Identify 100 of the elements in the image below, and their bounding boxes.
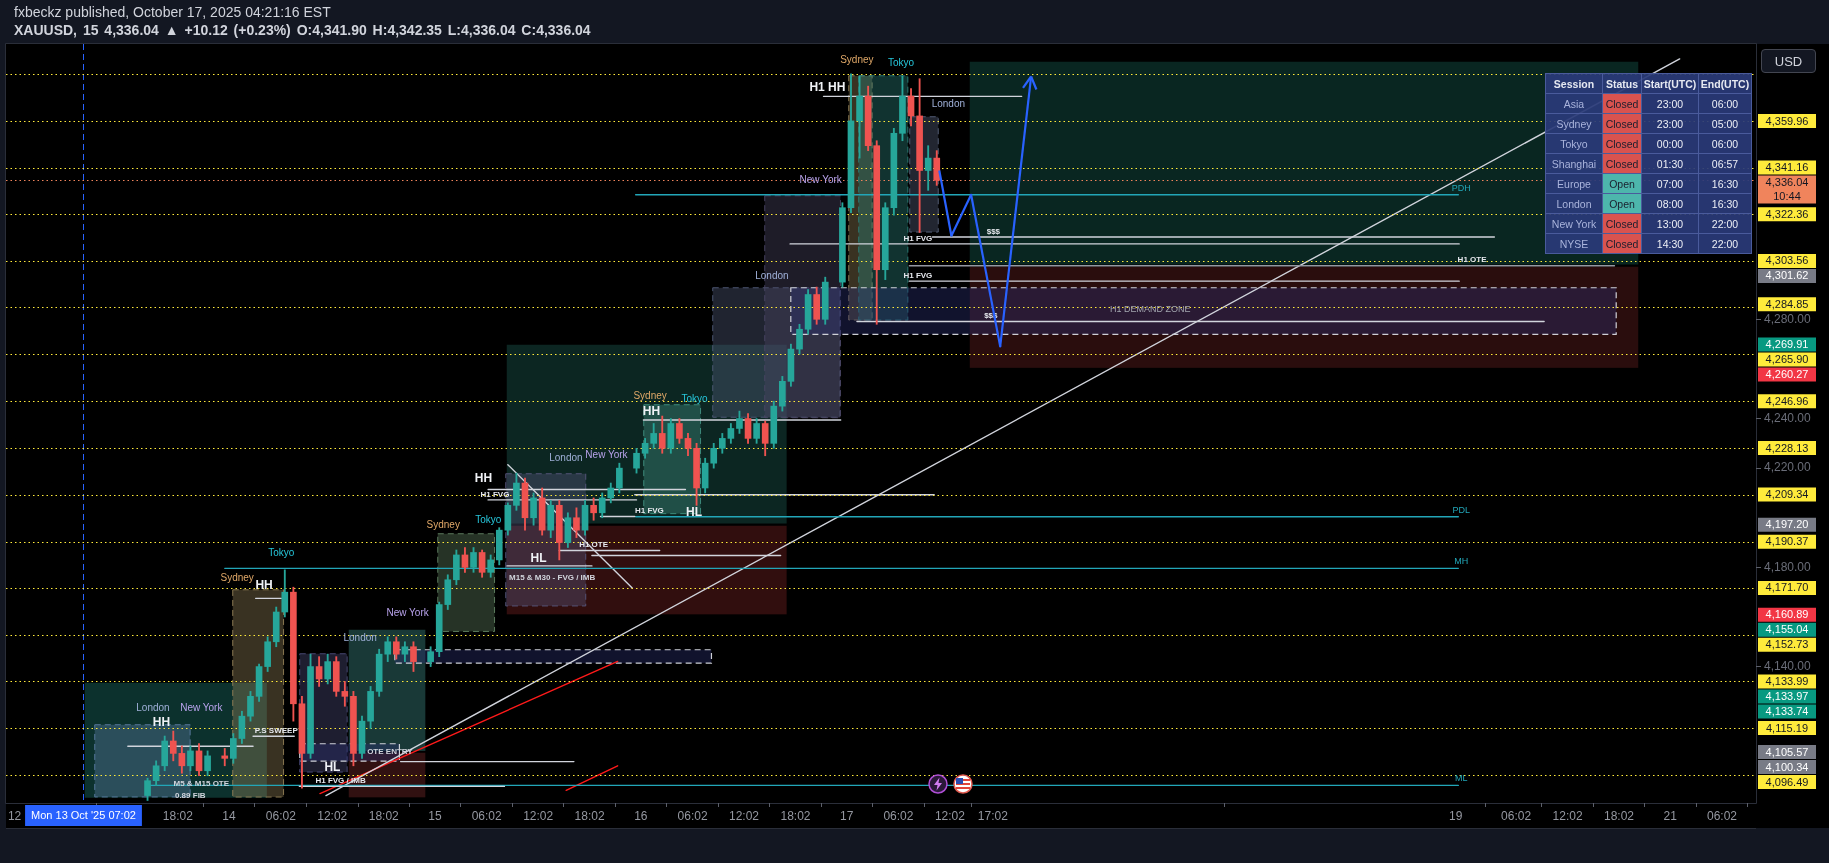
annotation: Tokyo (268, 546, 295, 558)
x-tick-label: 06:02 (471, 808, 503, 823)
x-tick-label: 06:02 (883, 808, 914, 823)
text: 07:00 (1656, 177, 1684, 190)
ref-line-label: 4,171.70 (1765, 581, 1809, 594)
y-tick-label: 4,140.00 (1764, 658, 1812, 673)
annotation: HH (642, 403, 661, 418)
text: 4,301.62 (1765, 269, 1809, 282)
x-tick-label: 16 (634, 808, 648, 823)
chart-title: fxbeckz published, October 17, 2025 04:21:16 EST (14, 4, 331, 20)
text: 4,133.97 (1765, 690, 1809, 703)
annotation: New York (799, 174, 843, 186)
annotation: Sydney (633, 390, 667, 402)
annotation: Sydney (840, 54, 874, 66)
annotation: H1 HH (809, 79, 846, 94)
text: Closed (1605, 97, 1639, 110)
text: 16:30 (1711, 177, 1739, 190)
category-label: Status (1602, 73, 1642, 94)
x-tick-label: 12:02 (729, 808, 760, 823)
x-tick-label: 18:02 (574, 808, 605, 823)
ref-line-label: 4,152.73 (1765, 638, 1809, 651)
x-tick-label: 06:02 (1706, 808, 1738, 823)
x-tick-label: 06:02 (1501, 808, 1532, 823)
annotation: New York (386, 607, 430, 619)
ref-line-label: 4,303.56 (1765, 254, 1809, 267)
annotation: H1 FVG / IMB (315, 776, 366, 786)
category-label: Start(UTC) (1641, 73, 1699, 94)
series-label: PDL (1452, 504, 1471, 515)
annotation: H1 OTE (1457, 255, 1488, 265)
text: Closed (1605, 137, 1639, 150)
text: 4,260.27 (1765, 367, 1809, 380)
annotation: M15 & M30 - FVG / IMB (509, 573, 596, 583)
series-label: PDH (1451, 182, 1471, 193)
x-tick-label: 18:02 (1604, 808, 1635, 823)
y-axis-title: USD (1761, 49, 1816, 73)
text: 4,133.74 (1765, 705, 1809, 718)
text: 4,155.04 (1765, 623, 1809, 636)
ref-line-label: 4,133.99 (1765, 675, 1809, 688)
annotation: HH (152, 715, 171, 730)
text: 4,160.89 (1765, 608, 1809, 621)
text: 16:30 (1711, 197, 1739, 210)
annotation: $$$ (986, 226, 1001, 236)
text: 06:57 (1711, 157, 1739, 170)
annotation: H1 FVG (634, 506, 664, 516)
text: 23:00 (1656, 117, 1684, 130)
annotation: London (931, 97, 966, 109)
annotation: HH (474, 471, 493, 486)
text: 4,269.91 (1765, 337, 1809, 350)
text: 22:00 (1711, 217, 1739, 230)
annotation: Sydney (426, 519, 460, 531)
text: 23:00 (1656, 97, 1684, 110)
text: Closed (1605, 217, 1639, 230)
ref-line-label: 4,115.19 (1765, 721, 1809, 734)
y-tick-label: 4,220.00 (1764, 460, 1812, 475)
category-label: Sydney (1556, 117, 1592, 130)
text: 13:00 (1656, 217, 1684, 230)
ref-line-label: 4,322.36 (1765, 207, 1809, 220)
chart-subtitle: XAUUSD, 15 4,336.04 ▲ +10.12 (+0.23%) O:4,341.90 H:4,342.35 L:4,336.04 C:4,336.04 (14, 22, 591, 38)
category-label: Tokyo (1560, 137, 1588, 150)
annotation: Tokyo (475, 513, 502, 525)
annotation: H1 OTE (579, 540, 609, 550)
annotation: New York (585, 448, 629, 460)
annotation: H1 FVG (903, 270, 933, 280)
x-tick-label: 18:02 (780, 808, 811, 823)
annotation: London (549, 452, 583, 464)
text: 4,105.57 (1765, 745, 1809, 758)
text: Open (1609, 177, 1635, 190)
ref-line-label: 4,246.96 (1765, 394, 1809, 407)
series-label: ML (1455, 773, 1468, 784)
x-tick-label: 12:02 (523, 808, 554, 823)
category-label: New York (1551, 217, 1597, 230)
annotation: H1 DEMAND ZONE (1110, 304, 1191, 315)
category-label: NYSE (1559, 237, 1589, 250)
ref-line-label: Mon 13 Oct '25 07:02 (31, 808, 136, 821)
text: Open (1609, 197, 1635, 210)
annotation: HL (530, 551, 547, 566)
text: 22:00 (1711, 237, 1739, 250)
text: 06:00 (1711, 137, 1739, 150)
ref-line-label: 4,228.13 (1765, 441, 1809, 454)
text: 05:00 (1711, 117, 1739, 130)
x-tick-label: 12:02 (1552, 808, 1583, 823)
annotation: HL (324, 760, 341, 775)
category-label: End(UTC) (1698, 73, 1752, 94)
annotation: London (755, 270, 789, 282)
text: Closed (1605, 237, 1639, 250)
x-tick-label: 12:02 (934, 808, 966, 823)
x-tick-label: 17:02 (977, 808, 1009, 823)
annotation: Sydney (220, 571, 254, 583)
x-tick-label: 06:02 (677, 808, 708, 823)
x-tick-label: 19 (1449, 808, 1463, 823)
text: Closed (1605, 117, 1639, 130)
category-label: Shanghai (1551, 157, 1597, 170)
text: Closed (1605, 157, 1639, 170)
x-tick-label: 14 (222, 808, 237, 823)
annotation: Tokyo (681, 393, 709, 405)
text: 4,197.20 (1765, 518, 1809, 531)
annotation: London (136, 702, 170, 714)
annotation: HL (685, 505, 702, 520)
x-tick-label: 18:02 (162, 808, 194, 823)
y-tick-label: 4,180.00 (1764, 559, 1812, 574)
